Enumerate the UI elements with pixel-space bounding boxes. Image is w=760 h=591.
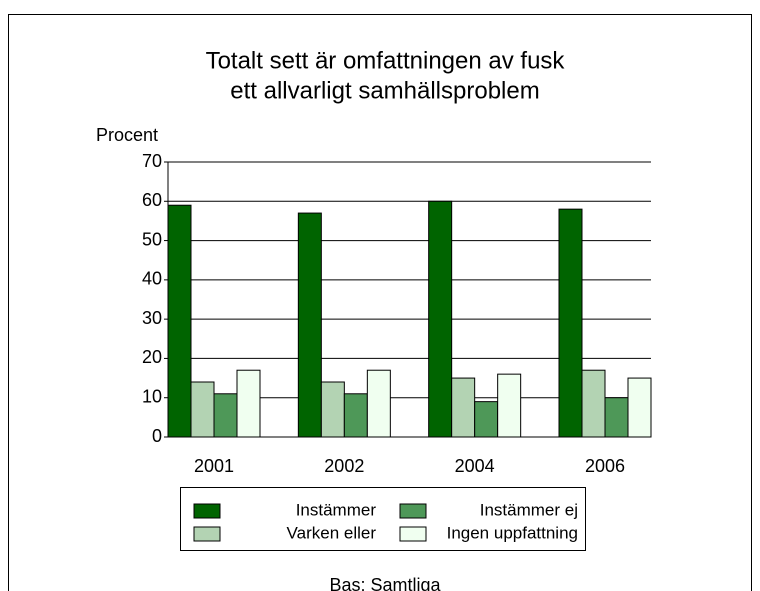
y-tick-label: 50 <box>142 229 162 249</box>
legend-swatch <box>399 526 427 542</box>
y-tick-label: 70 <box>142 151 162 171</box>
bar <box>190 381 215 438</box>
bar <box>320 381 345 438</box>
bar <box>474 401 499 438</box>
chart-title: Totalt sett är omfattningen av fusk <box>206 47 566 74</box>
x-tick-label: 2001 <box>194 456 234 476</box>
x-tick-label: 2006 <box>585 456 625 476</box>
x-tick-label: 2002 <box>324 456 364 476</box>
legend-swatch <box>193 526 221 542</box>
bar <box>497 373 522 438</box>
bar <box>604 397 629 438</box>
bar <box>627 377 652 438</box>
legend-label: Instämmer ej <box>480 500 578 519</box>
y-tick-label: 10 <box>142 386 162 406</box>
legend-swatch <box>399 503 427 519</box>
frame <box>8 14 752 591</box>
legend-label: Instämmer <box>296 500 377 519</box>
y-axis-label: Procent <box>96 125 158 145</box>
chart-title: ett allvarligt samhällsproblem <box>230 77 539 104</box>
legend-swatch <box>193 503 221 519</box>
y-tick-label: 40 <box>142 269 162 289</box>
x-tick-label: 2004 <box>455 456 495 476</box>
bar <box>451 377 476 438</box>
bar <box>236 369 261 438</box>
bar <box>167 204 192 438</box>
bar <box>343 393 368 438</box>
legend <box>180 487 586 551</box>
bar <box>428 200 453 438</box>
y-tick-label: 60 <box>142 190 162 210</box>
bar <box>366 369 391 438</box>
y-tick-label: 20 <box>142 347 162 367</box>
legend-label: Varken eller <box>287 523 377 542</box>
bar <box>213 393 238 438</box>
y-tick-label: 0 <box>152 426 162 446</box>
bar <box>558 208 583 438</box>
bar <box>581 369 606 438</box>
note: Bas: Samtliga <box>329 575 441 591</box>
bar <box>297 212 322 438</box>
legend-label: Ingen uppfattning <box>447 523 578 542</box>
y-tick-label: 30 <box>142 308 162 328</box>
